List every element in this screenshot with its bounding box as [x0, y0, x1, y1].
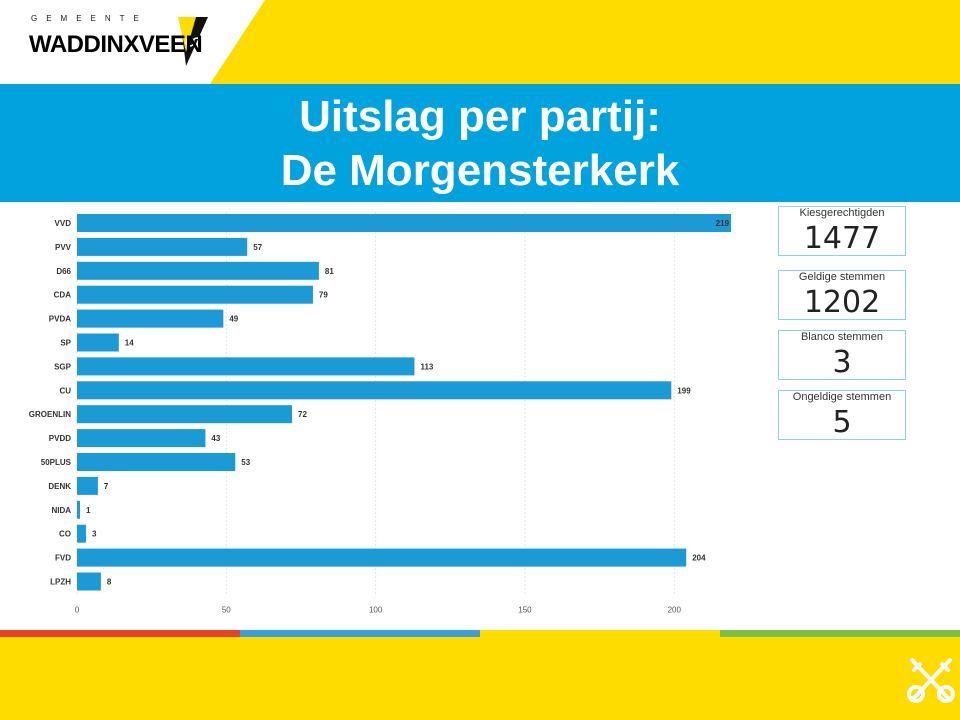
data-label: 3: [92, 530, 97, 539]
stat-label: Ongeldige stemmen: [792, 391, 892, 403]
bar: [77, 524, 86, 543]
stat-value: 5: [832, 405, 852, 440]
category-label: LPZH: [50, 578, 71, 587]
bar: [77, 476, 98, 495]
stat-label: Kiesgerechtigden: [799, 207, 885, 219]
data-label: 79: [319, 291, 328, 300]
bar: [77, 572, 101, 591]
stripe-green: [720, 630, 960, 637]
category-label: CO: [59, 530, 71, 539]
stat-value: 1477: [803, 221, 881, 256]
stripe-red: [0, 630, 240, 637]
data-label: 8: [107, 578, 112, 587]
page-subtitle: De Morgensterkerk: [280, 146, 680, 195]
data-label: 7: [104, 482, 109, 491]
bar: [77, 548, 687, 567]
x-tick-label: 100: [369, 605, 383, 614]
data-label: 1: [86, 506, 91, 515]
bar: [77, 333, 119, 352]
data-label: 81: [325, 267, 334, 276]
bar: [77, 214, 732, 232]
category-label: VVD: [55, 219, 72, 228]
stat-label: Geldige stemmen: [798, 271, 886, 283]
data-label: 49: [229, 315, 238, 324]
x-tick-label: 200: [668, 605, 682, 614]
bar: [77, 405, 293, 424]
stat-card-blanco-stemmen: Blanco stemmen 3: [778, 330, 906, 380]
category-label: NIDA: [51, 506, 71, 515]
stat-label: Blanco stemmen: [801, 331, 883, 343]
bar: [77, 309, 224, 328]
bar: [77, 500, 80, 519]
title-banner: Uitslag per partij: De Morgensterkerk: [0, 84, 960, 202]
top-yellow-band: [210, 0, 960, 84]
bar: [77, 429, 206, 448]
bottom-yellow-band: [0, 636, 960, 720]
bar: [77, 453, 236, 471]
category-label: GROENLIN: [29, 410, 71, 419]
data-label: 219: [716, 219, 730, 228]
bar: [77, 261, 319, 280]
category-label: FVD: [55, 554, 71, 563]
x-tick-label: 50: [222, 605, 231, 614]
category-label: SP: [60, 339, 71, 348]
category-label: DENK: [48, 482, 71, 491]
logo-emblem-icon: [178, 17, 208, 66]
keys-emblem-icon: [907, 658, 955, 703]
stat-card-geldige-stemmen: Geldige stemmen 1202: [778, 270, 906, 320]
data-label: 43: [211, 434, 220, 443]
x-tick-label: 0: [75, 605, 80, 614]
data-label: 199: [677, 386, 691, 395]
data-label: 57: [253, 243, 262, 252]
data-label: 14: [125, 339, 134, 348]
page-title: Uitslag per partij:: [299, 92, 661, 141]
category-label: PVV: [55, 243, 72, 252]
category-label: PVDA: [49, 315, 71, 324]
category-label: SGP: [54, 362, 72, 371]
bar: [77, 237, 248, 256]
x-tick-label: 150: [518, 605, 532, 614]
stripe-blue: [240, 630, 480, 637]
data-label: 72: [298, 410, 307, 419]
logo-name: WADDINXVEEN: [29, 31, 203, 58]
category-label: CU: [59, 386, 71, 395]
stat-card-kiesgerechtigden: Kiesgerechtigden 1477: [778, 206, 906, 256]
bar: [77, 381, 672, 400]
category-label: D66: [56, 267, 71, 276]
data-label: 53: [241, 458, 250, 467]
category-label: PVDD: [49, 434, 71, 443]
bar: [77, 357, 415, 376]
stat-card-ongeldige-stemmen: Ongeldige stemmen 5: [778, 390, 906, 440]
category-label: CDA: [54, 291, 72, 300]
category-label: 50PLUS: [41, 458, 72, 467]
logo-municipality-label: GEMEENTE: [31, 14, 148, 23]
stat-value: 1202: [803, 285, 881, 320]
data-label: 113: [420, 362, 433, 371]
stripe-yellow: [480, 630, 720, 637]
stat-value: 3: [832, 345, 852, 380]
bar: [77, 285, 313, 304]
data-label: 204: [692, 554, 706, 563]
